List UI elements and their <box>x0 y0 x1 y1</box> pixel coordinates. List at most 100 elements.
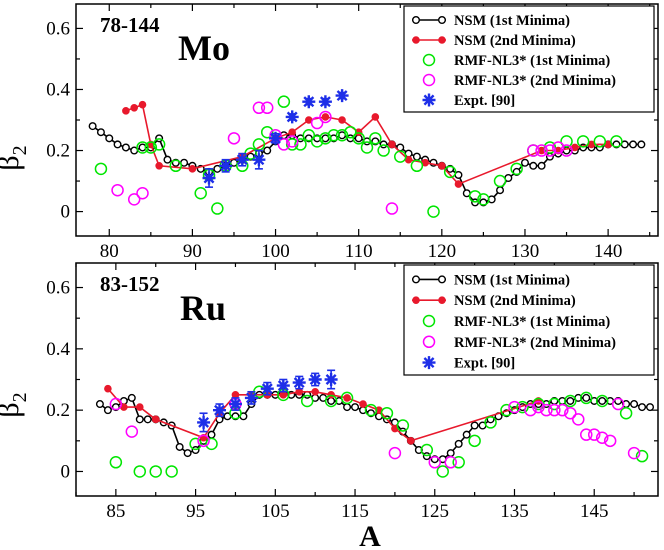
data-point <box>103 406 112 415</box>
data-point <box>260 101 274 115</box>
data-point <box>388 140 396 149</box>
data-point <box>205 437 218 451</box>
legend-label: NSM (2nd Minima) <box>454 33 576 49</box>
y-tick-label: 0 <box>61 461 71 482</box>
data-point <box>310 135 324 148</box>
data-point <box>219 159 233 173</box>
data-point <box>369 132 382 145</box>
data-point <box>444 456 457 469</box>
data-point <box>454 180 463 188</box>
legend-label: RMF-NL3* (2nd Minima) <box>454 73 616 89</box>
legend-marker <box>412 275 421 284</box>
data-point <box>582 393 591 402</box>
data-point <box>94 162 108 176</box>
x-tick-label: 90 <box>183 241 202 262</box>
data-point <box>371 113 380 121</box>
data-point <box>407 437 415 445</box>
data-point <box>603 434 617 448</box>
x-tick-label: 140 <box>594 241 623 262</box>
data-point <box>125 425 139 438</box>
nucleus-mass-label: 83-152 <box>100 272 160 296</box>
legend-marker <box>422 93 436 107</box>
data-point <box>560 135 573 148</box>
y-tick-label: 0.4 <box>46 339 70 360</box>
x-tick-label: 130 <box>511 241 540 262</box>
data-point <box>344 125 357 139</box>
nucleus-mass-label: 78-144 <box>100 13 160 37</box>
data-point <box>144 141 158 154</box>
data-point <box>352 132 365 145</box>
legend-label: NSM (1st Minima) <box>454 13 570 29</box>
legend-label: RMF-NL3* (2nd Minima) <box>454 335 616 351</box>
data-point <box>477 193 490 206</box>
legend-marker <box>422 53 436 67</box>
data-point <box>194 187 207 200</box>
y-tick-label: 0.2 <box>46 141 70 162</box>
data-point <box>394 150 407 163</box>
data-point <box>327 129 340 142</box>
data-point <box>122 107 130 115</box>
data-point <box>165 465 178 478</box>
data-point <box>135 403 144 411</box>
data-point <box>579 391 593 405</box>
data-point <box>380 406 394 420</box>
data-point <box>527 144 540 157</box>
data-point <box>510 162 523 176</box>
x-tick-label: 85 <box>106 501 125 522</box>
data-point <box>130 103 138 112</box>
data-point <box>535 144 548 157</box>
data-point <box>627 446 641 460</box>
data-point <box>105 134 114 143</box>
data-point <box>213 403 226 417</box>
nucleus-element-label: Ru <box>180 288 226 328</box>
data-point <box>343 403 352 412</box>
data-point <box>88 122 97 131</box>
data-point <box>338 116 346 124</box>
y-axis-label-top: β2 <box>0 145 31 170</box>
legend-marker <box>422 314 436 328</box>
legend-marker <box>438 296 446 305</box>
data-point <box>587 428 601 441</box>
data-point <box>235 153 249 167</box>
data-point <box>197 415 211 429</box>
data-point <box>496 186 505 195</box>
data-point <box>202 171 216 185</box>
data-point <box>637 140 646 149</box>
x-tick-label: 125 <box>421 501 450 522</box>
data-point <box>619 406 633 420</box>
data-point <box>285 110 299 124</box>
data-point <box>438 161 446 170</box>
data-point <box>319 110 332 124</box>
data-point <box>576 135 590 148</box>
x-tick-label: 95 <box>186 501 205 522</box>
legend: NSM (1st Minima) NSM (2nd Minima) RMF-NL3*… <box>403 264 655 376</box>
y-tick-label: 0.2 <box>46 400 70 421</box>
data-point <box>556 403 569 417</box>
legend-label: Expt. [90] <box>454 93 515 109</box>
legend-marker <box>422 335 436 349</box>
data-point <box>324 373 338 386</box>
data-point <box>564 406 577 420</box>
series-4 <box>197 369 338 433</box>
data-point <box>229 397 242 411</box>
legend-marker <box>412 16 421 25</box>
data-point <box>109 397 123 411</box>
data-point <box>302 129 316 142</box>
data-point <box>207 430 216 439</box>
data-point <box>319 132 332 145</box>
data-point <box>189 437 202 451</box>
data-point <box>516 400 529 414</box>
data-point <box>436 465 449 478</box>
data-point <box>396 419 410 432</box>
data-point <box>428 456 442 469</box>
legend-marker <box>422 356 436 370</box>
legend-marker <box>438 16 447 25</box>
data-point <box>276 379 290 393</box>
data-point <box>252 101 266 115</box>
data-point <box>484 416 497 429</box>
legend-box <box>403 264 655 376</box>
y-tick-label: 0.4 <box>46 79 70 100</box>
data-point <box>566 396 575 405</box>
data-point <box>351 403 360 412</box>
data-point <box>263 146 272 155</box>
